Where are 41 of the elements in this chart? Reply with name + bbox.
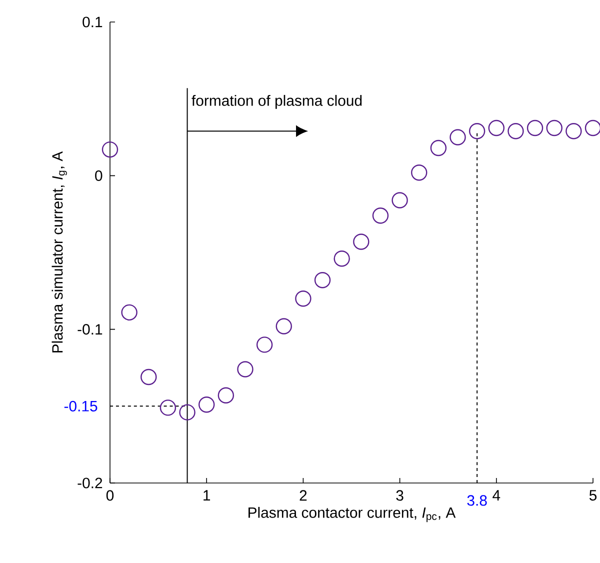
point bbox=[218, 387, 234, 404]
point bbox=[468, 123, 486, 140]
x-axis-title: Plasma contactor current, I$_{pc}$, A bbox=[248, 506, 456, 522]
y-tick-label: 0 bbox=[95, 170, 102, 181]
y-tick-label: -0.2 bbox=[78, 478, 102, 488]
x-tick-label: 1 bbox=[204, 490, 210, 500]
point bbox=[430, 140, 447, 156]
point bbox=[102, 141, 118, 158]
point bbox=[179, 404, 196, 420]
x-tick-label: 3 bbox=[396, 490, 404, 501]
point bbox=[584, 120, 600, 136]
point bbox=[392, 192, 408, 208]
point bbox=[488, 120, 504, 136]
y-tick-label: -0.1 bbox=[78, 324, 102, 335]
y-axis-title: Plasma simulator current, I$_{g}$, A bbox=[52, 151, 67, 352]
point bbox=[276, 318, 292, 334]
point bbox=[508, 123, 524, 140]
point bbox=[566, 123, 582, 140]
point bbox=[198, 396, 215, 413]
y-tick-label: 0.1 bbox=[82, 16, 102, 28]
point bbox=[237, 361, 254, 378]
point bbox=[450, 129, 466, 146]
point bbox=[353, 234, 370, 250]
point bbox=[411, 164, 428, 181]
point bbox=[295, 290, 312, 307]
point bbox=[256, 336, 273, 353]
x-tick-label: 4 bbox=[492, 490, 500, 500]
point bbox=[334, 250, 350, 267]
annotation: formation of plasma cloud bbox=[192, 94, 362, 109]
x-tick-label: 5 bbox=[589, 490, 597, 501]
point bbox=[372, 208, 389, 224]
point bbox=[121, 304, 138, 321]
point bbox=[526, 120, 544, 136]
ref-line-label: 3.8 bbox=[467, 495, 487, 506]
x-tick-label: 2 bbox=[300, 490, 307, 501]
x-tick-label: 0 bbox=[106, 490, 114, 501]
ref-line-label: -0.15 bbox=[64, 400, 98, 412]
point bbox=[140, 368, 157, 386]
point bbox=[160, 400, 176, 416]
point bbox=[546, 120, 562, 136]
point bbox=[314, 272, 331, 288]
